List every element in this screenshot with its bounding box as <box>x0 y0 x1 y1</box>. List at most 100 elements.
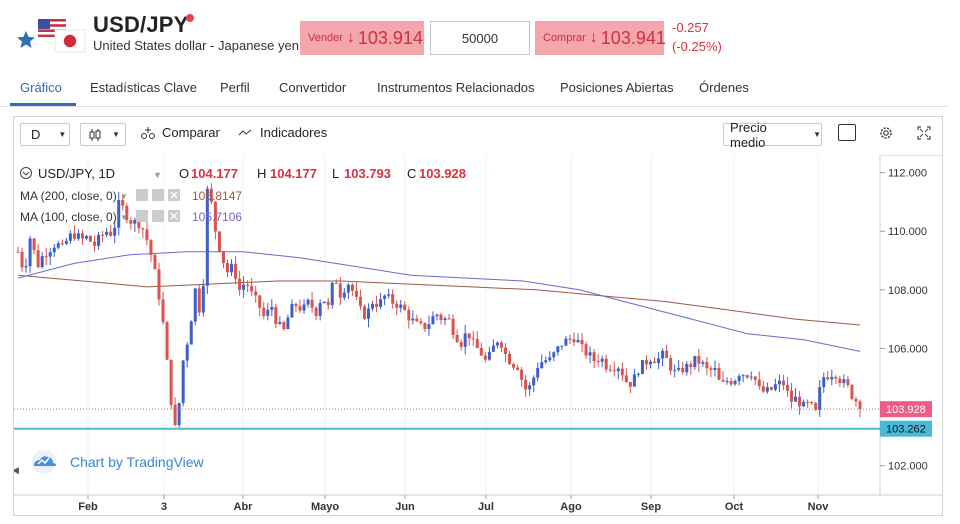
tab-ordenes[interactable]: Órdenes <box>699 80 749 95</box>
tab-grafico[interactable]: Gráfico <box>20 80 62 95</box>
candle-body <box>322 301 326 304</box>
indicators-label: Indicadores <box>260 125 328 140</box>
y-tick-label: 102.000 <box>888 461 928 473</box>
candle-body <box>636 373 640 375</box>
candle-body <box>169 359 173 405</box>
candle-body <box>725 381 729 383</box>
candle-body <box>459 342 463 347</box>
candle-body <box>40 256 44 267</box>
compare-button[interactable]: Comparar <box>140 125 220 140</box>
candle-body <box>258 295 262 308</box>
candle-body <box>165 322 169 360</box>
tradingview-watermark[interactable]: Chart by TradingView <box>32 450 204 474</box>
price-change-pct: (-0.25%) <box>672 39 722 54</box>
legend-open-label: O <box>179 166 189 181</box>
candle-body <box>794 396 798 402</box>
buy-label: Comprar <box>543 32 586 44</box>
candle-body <box>741 375 745 377</box>
candle-body <box>387 294 391 296</box>
candle-body <box>125 205 129 221</box>
candle-body <box>455 334 459 343</box>
candle-body <box>596 361 600 363</box>
pair-full-name: United States dollar - Japanese yen <box>93 38 299 53</box>
price-type-select[interactable]: Precio medio ▼ <box>723 120 822 150</box>
ma100-settings-icon[interactable] <box>152 210 164 222</box>
candle-body <box>89 236 93 242</box>
buy-button[interactable]: Comprar ↓ 103.941 <box>535 21 666 55</box>
ma200-settings-icon[interactable] <box>152 189 164 201</box>
candle-body <box>669 357 673 371</box>
ma100-menu-icon[interactable]: ▼ <box>120 213 128 222</box>
quantity-input[interactable] <box>430 21 530 55</box>
candle-body <box>407 310 411 321</box>
ma200-menu-icon[interactable]: ▼ <box>120 192 128 201</box>
candle-body <box>487 351 491 360</box>
candle-body <box>375 303 379 307</box>
candle-body <box>773 384 777 390</box>
interval-value: D <box>31 127 41 142</box>
x-tick-label: Jun <box>395 501 415 513</box>
ma100-name: MA (100, close, 0) <box>20 210 117 224</box>
x-tick-label: Sep <box>641 501 661 513</box>
candle-body <box>858 401 862 410</box>
candle-body <box>234 263 238 279</box>
candle-body <box>431 316 435 325</box>
candle-body <box>769 387 773 390</box>
candle-body <box>520 369 524 380</box>
candle-body <box>97 234 101 246</box>
candle-body <box>528 385 532 390</box>
candle-body <box>298 306 302 311</box>
tab-posiciones-abiertas[interactable]: Posiciones Abiertas <box>560 80 674 95</box>
candle-body <box>350 284 354 291</box>
candle-body <box>403 304 407 311</box>
interval-select[interactable]: D ▼ <box>20 123 70 146</box>
last-price-tag-label: 103.928 <box>886 404 926 416</box>
favorite-star-icon[interactable] <box>16 30 36 50</box>
candle-body <box>524 379 528 390</box>
fullscreen-icon[interactable] <box>917 126 931 140</box>
price-chart[interactable]: 103.928 103.262 112.000 110.000 108.000 106.… <box>14 155 942 515</box>
candle-body <box>201 285 205 313</box>
candle-body <box>592 352 596 362</box>
candle-body <box>362 306 366 319</box>
tab-instrumentos-relacionados[interactable]: Instrumentos Relacionados <box>377 80 535 95</box>
ma200-name: MA (200, close, 0) <box>20 189 117 203</box>
sell-button[interactable]: Vender ↓ 103.914 <box>300 21 424 55</box>
ma200-eye-icon[interactable] <box>136 189 148 201</box>
candle-body <box>213 201 217 232</box>
checkbox-toggle[interactable] <box>838 124 856 141</box>
ma100-eye-icon[interactable] <box>136 210 148 222</box>
settings-gear-icon[interactable] <box>878 125 894 141</box>
candle-body <box>262 307 266 316</box>
candle-body <box>649 361 653 365</box>
candle-body <box>32 238 36 251</box>
candle-body <box>48 252 52 257</box>
candle-body <box>117 200 121 228</box>
candle-body <box>677 367 681 370</box>
candle-body <box>157 269 161 300</box>
ma100-value: 105.7106 <box>192 210 242 224</box>
x-tick-label: Nov <box>808 501 830 513</box>
tab-estadisticas-clave[interactable]: Estadísticas Clave <box>90 80 197 95</box>
chart-style-select[interactable]: ▼ <box>80 123 126 146</box>
candle-body <box>818 387 822 410</box>
legend-menu-icon[interactable]: ▼ <box>153 170 162 180</box>
market-status-dot <box>186 14 194 22</box>
candle-body <box>306 299 310 305</box>
tab-perfil[interactable]: Perfil <box>220 80 250 95</box>
candle-body <box>765 387 769 392</box>
candle-body <box>129 220 133 224</box>
candle-body <box>717 367 721 380</box>
candle-body <box>161 299 165 323</box>
collapse-chevron-icon[interactable] <box>20 167 32 179</box>
candle-body <box>177 403 181 425</box>
candle-body <box>185 344 189 361</box>
candle-body <box>246 284 250 286</box>
candle-body <box>383 295 387 300</box>
tab-convertidor[interactable]: Convertidor <box>279 80 347 95</box>
indicators-button[interactable]: Indicadores <box>238 125 327 140</box>
legend-close-label: C <box>407 166 416 181</box>
legend-high: 104.177 <box>270 166 317 181</box>
x-tick-label: Oct <box>725 501 744 513</box>
expand-left-icon[interactable]: ◀ <box>14 465 19 475</box>
